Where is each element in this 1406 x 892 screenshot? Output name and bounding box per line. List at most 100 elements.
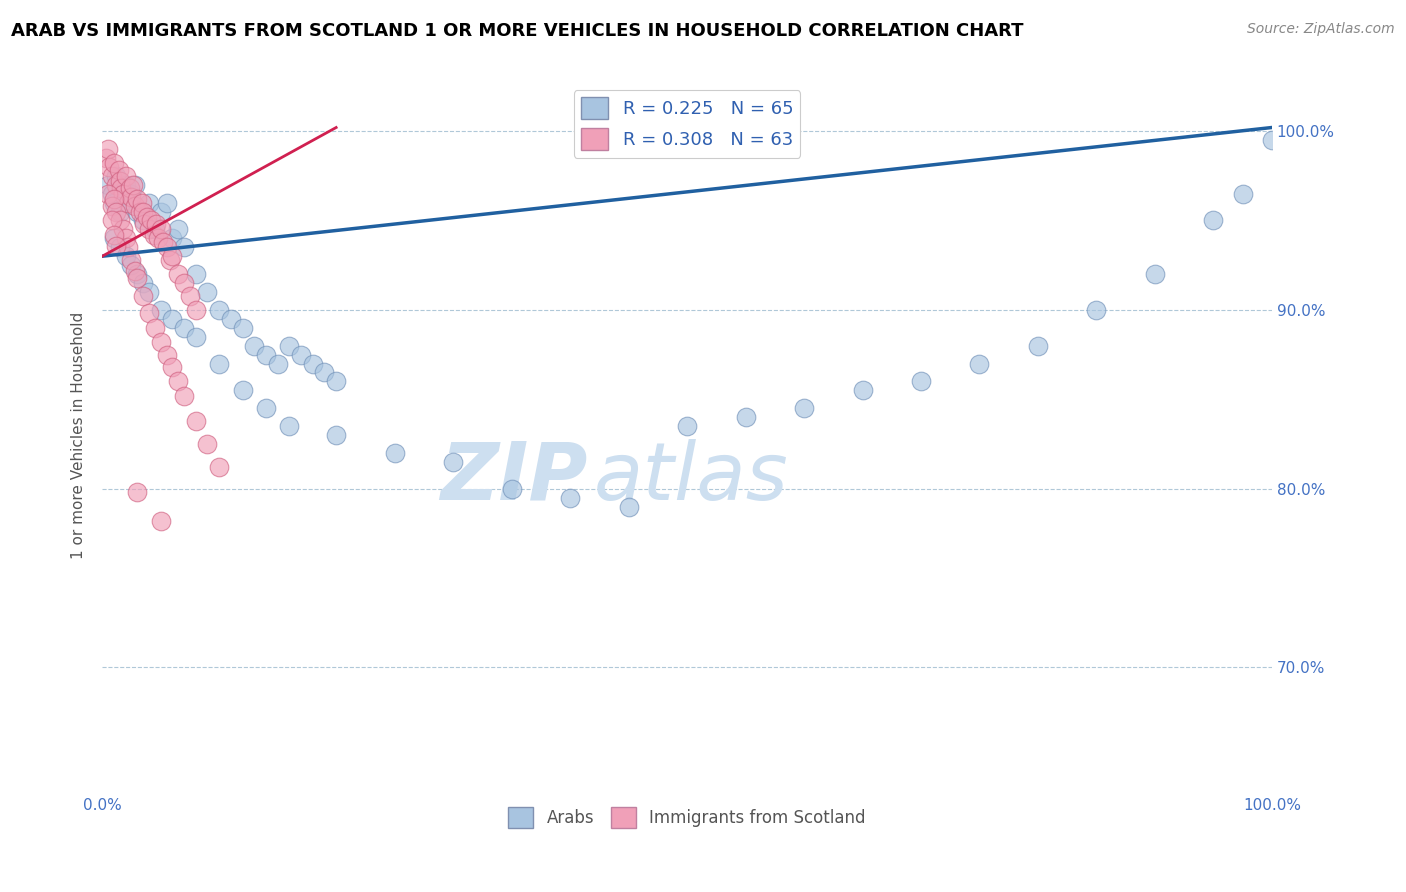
- Point: [290, 348, 312, 362]
- Point: [155, 240, 177, 254]
- Point: [98, 160, 121, 174]
- Point: [1143, 267, 1166, 281]
- Point: [734, 410, 756, 425]
- Point: [124, 178, 146, 192]
- Point: [793, 401, 815, 416]
- Point: [108, 240, 131, 254]
- Point: [910, 375, 932, 389]
- Point: [131, 195, 153, 210]
- Point: [127, 485, 149, 500]
- Point: [141, 213, 163, 227]
- Point: [301, 357, 323, 371]
- Point: [120, 252, 142, 267]
- Point: [617, 500, 640, 514]
- Point: [134, 217, 156, 231]
- Point: [162, 231, 184, 245]
- Point: [184, 267, 207, 281]
- Point: [112, 186, 135, 201]
- Point: [314, 366, 336, 380]
- Point: [142, 227, 165, 242]
- Point: [1232, 186, 1254, 201]
- Point: [184, 329, 207, 343]
- Point: [127, 204, 149, 219]
- Point: [121, 178, 143, 192]
- Point: [127, 192, 149, 206]
- Point: [138, 222, 160, 236]
- Point: [105, 238, 128, 252]
- Point: [127, 270, 149, 285]
- Point: [117, 195, 139, 210]
- Point: [1202, 213, 1225, 227]
- Y-axis label: 1 or more Vehicles in Household: 1 or more Vehicles in Household: [72, 311, 86, 558]
- Point: [219, 311, 242, 326]
- Point: [135, 210, 157, 224]
- Point: [167, 267, 190, 281]
- Point: [143, 222, 166, 236]
- Point: [110, 181, 132, 195]
- Point: [676, 419, 699, 434]
- Point: [138, 285, 160, 299]
- Text: ZIP: ZIP: [440, 439, 588, 517]
- Point: [558, 491, 581, 505]
- Point: [145, 217, 167, 231]
- Point: [105, 178, 128, 192]
- Point: [325, 428, 347, 442]
- Text: Source: ZipAtlas.com: Source: ZipAtlas.com: [1247, 22, 1395, 37]
- Point: [167, 222, 190, 236]
- Point: [254, 401, 277, 416]
- Point: [179, 288, 201, 302]
- Point: [149, 334, 172, 349]
- Point: [155, 348, 177, 362]
- Point: [117, 195, 139, 210]
- Text: atlas: atlas: [593, 439, 789, 517]
- Point: [124, 199, 146, 213]
- Point: [138, 195, 160, 210]
- Point: [112, 222, 135, 236]
- Point: [149, 302, 172, 317]
- Point: [208, 302, 231, 317]
- Point: [143, 320, 166, 334]
- Point: [103, 192, 125, 206]
- Point: [173, 276, 195, 290]
- Point: [100, 199, 122, 213]
- Point: [184, 414, 207, 428]
- Point: [117, 240, 139, 254]
- Point: [197, 437, 219, 451]
- Point: [108, 204, 131, 219]
- Point: [114, 231, 136, 245]
- Point: [100, 213, 122, 227]
- Point: [114, 249, 136, 263]
- Point: [114, 178, 136, 192]
- Point: [197, 285, 219, 299]
- Point: [132, 276, 155, 290]
- Point: [148, 231, 170, 245]
- Point: [851, 384, 873, 398]
- Point: [103, 156, 125, 170]
- Point: [128, 204, 150, 219]
- Point: [108, 174, 131, 188]
- Point: [208, 357, 231, 371]
- Point: [103, 231, 125, 245]
- Point: [155, 195, 177, 210]
- Point: [384, 446, 406, 460]
- Point: [243, 338, 266, 352]
- Point: [132, 204, 155, 219]
- Point: [132, 213, 155, 227]
- Point: [100, 186, 122, 201]
- Point: [162, 311, 184, 326]
- Point: [149, 222, 172, 236]
- Point: [132, 288, 155, 302]
- Point: [97, 142, 120, 156]
- Point: [120, 186, 142, 201]
- Point: [108, 213, 131, 227]
- Legend: Arabs, Immigrants from Scotland: Arabs, Immigrants from Scotland: [502, 801, 873, 834]
- Point: [208, 460, 231, 475]
- Point: [1261, 133, 1284, 147]
- Point: [184, 302, 207, 317]
- Point: [120, 190, 142, 204]
- Point: [103, 195, 125, 210]
- Point: [138, 306, 160, 320]
- Point: [105, 204, 128, 219]
- Point: [120, 181, 142, 195]
- Point: [124, 263, 146, 277]
